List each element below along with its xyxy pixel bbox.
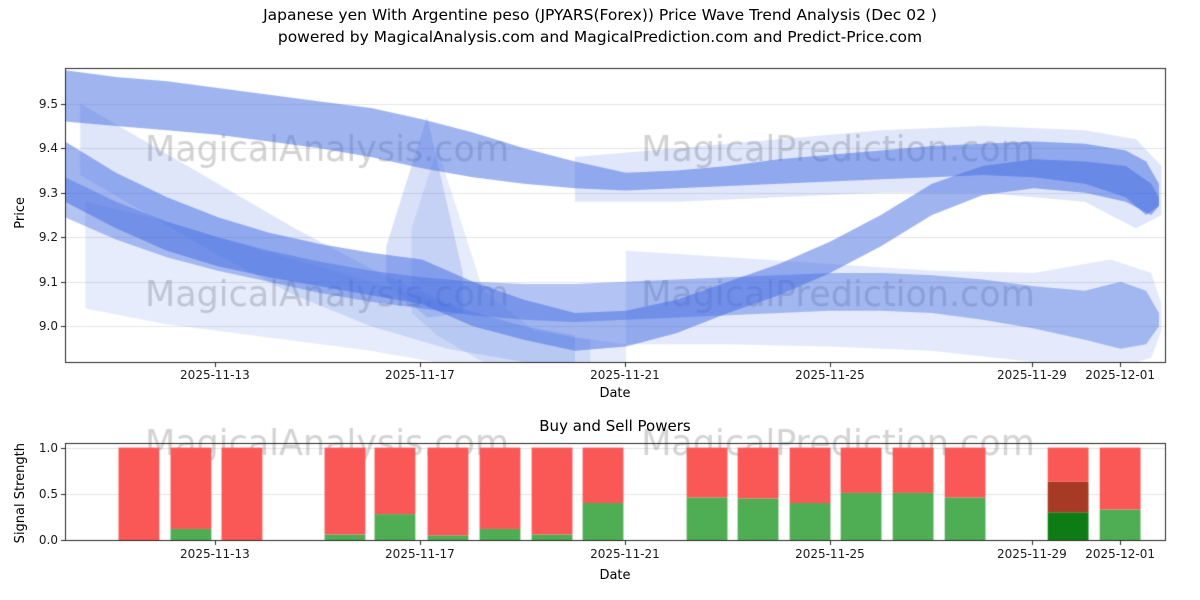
price-x-tick-label: 2025-11-29 [997, 368, 1067, 382]
powers-y-tick-label: 0.5 [38, 486, 58, 501]
powers-x-tick-label: 2025-11-25 [795, 547, 865, 561]
figure-subtitle: powered by MagicalAnalysis.com and Magic… [277, 28, 923, 46]
powers-chart-title: Buy and Sell Powers [539, 417, 691, 435]
price-xaxis-label: Date [599, 386, 631, 401]
powers-x-tick-label: 2025-11-21 [590, 547, 660, 561]
powers-y-tick-label: 0.0 [38, 533, 58, 547]
price-y-tick-label: 9.3 [38, 185, 58, 200]
price-y-tick-label: 9.1 [38, 274, 58, 289]
price-x-tick-label: 2025-11-17 [385, 368, 455, 382]
price-y-tick-label: 9.4 [38, 141, 58, 156]
powers-x-tick-label: 2025-11-29 [997, 547, 1067, 561]
price-x-tick-label: 2025-12-01 [1085, 368, 1155, 382]
price-x-tick-label: 2025-11-25 [795, 368, 865, 382]
price-x-tick-label: 2025-11-13 [180, 368, 250, 382]
price-x-tick-label: 2025-11-21 [590, 368, 660, 382]
price-y-tick-label: 9.2 [38, 230, 58, 245]
price-axis-label: Price [13, 197, 28, 229]
figure-title: Japanese yen With Argentine peso (JPYARS… [263, 6, 937, 24]
powers-x-tick-label: 2025-12-01 [1085, 547, 1155, 561]
price-y-tick-label: 9.0 [38, 319, 58, 334]
powers-x-tick-label: 2025-11-17 [385, 547, 455, 561]
powers-xaxis-label: Date [599, 568, 631, 583]
powers-y-tick-label: 1.0 [38, 440, 58, 455]
price-y-tick-label: 9.5 [38, 96, 58, 111]
powers-x-tick-label: 2025-11-13 [180, 547, 250, 561]
